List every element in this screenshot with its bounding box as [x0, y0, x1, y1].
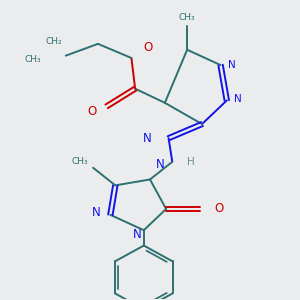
Text: O: O [143, 41, 152, 54]
Text: CH₃: CH₃ [71, 157, 88, 166]
Text: H: H [187, 157, 195, 167]
Text: CH₂: CH₂ [45, 37, 62, 46]
Text: O: O [87, 105, 96, 118]
Text: CH₃: CH₃ [179, 14, 196, 22]
Text: N: N [133, 228, 142, 242]
Text: N: N [234, 94, 242, 104]
Text: N: N [228, 60, 236, 70]
Text: N: N [155, 158, 164, 171]
Text: N: N [92, 206, 101, 219]
Text: O: O [214, 202, 224, 215]
Text: CH₃: CH₃ [24, 55, 41, 64]
Text: N: N [143, 132, 152, 145]
